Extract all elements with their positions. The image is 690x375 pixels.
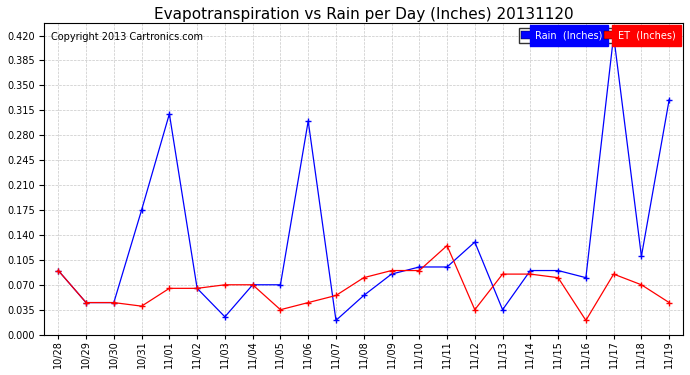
Legend: Rain  (Inches), ET  (Inches): Rain (Inches), ET (Inches) xyxy=(519,28,678,43)
Title: Evapotranspiration vs Rain per Day (Inches) 20131120: Evapotranspiration vs Rain per Day (Inch… xyxy=(154,7,573,22)
Text: Copyright 2013 Cartronics.com: Copyright 2013 Cartronics.com xyxy=(51,33,203,42)
